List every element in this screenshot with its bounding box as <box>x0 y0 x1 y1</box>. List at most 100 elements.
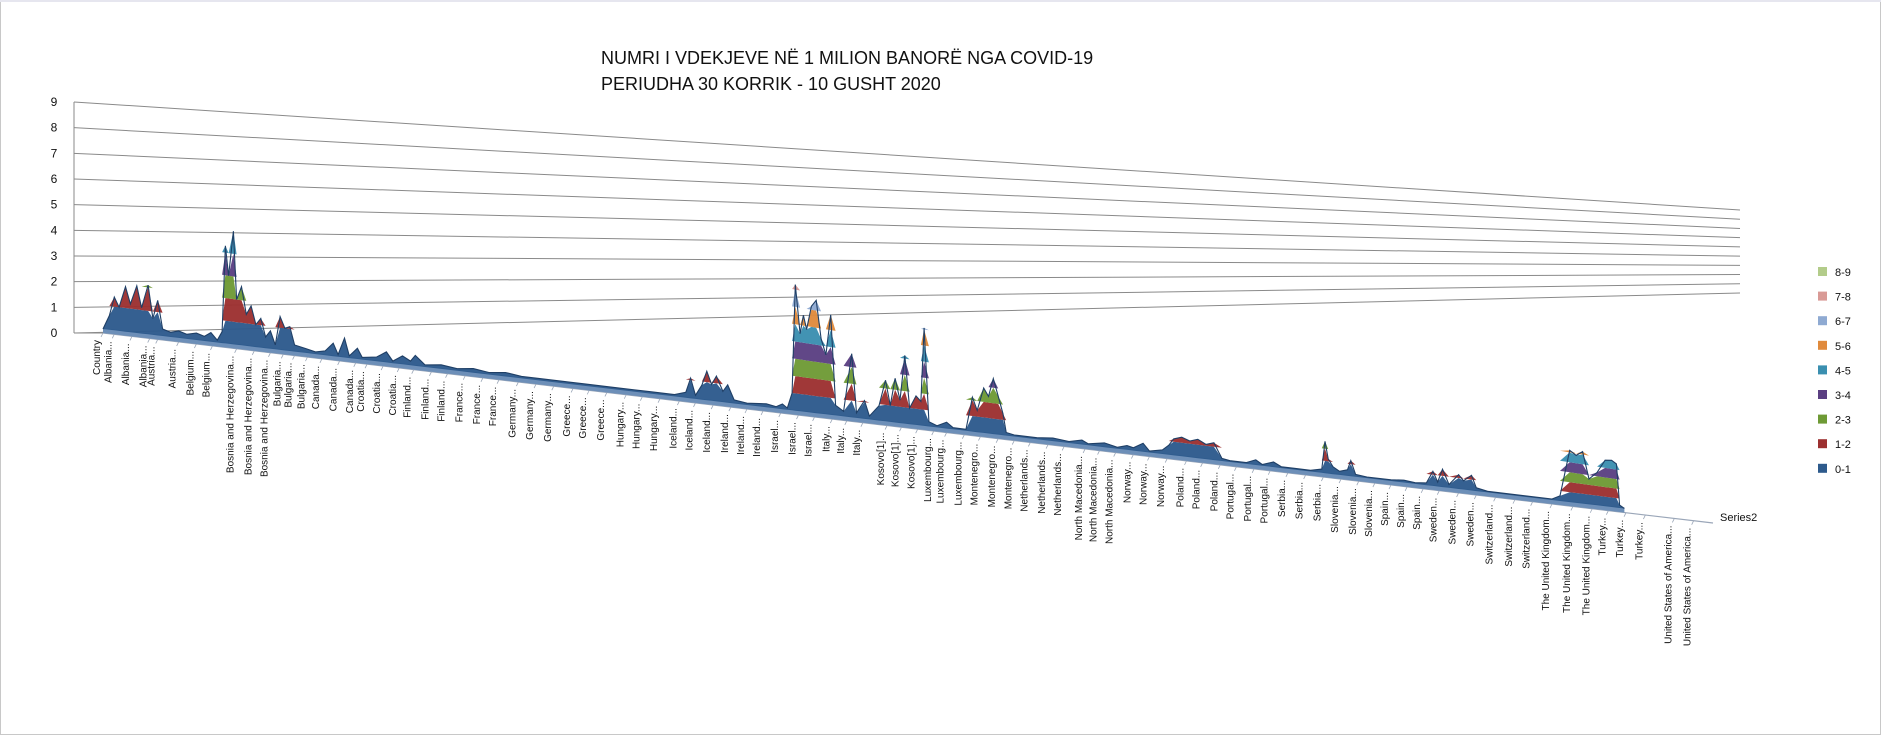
x-tick-label: Germany... <box>507 389 518 438</box>
y-tick-0: 0 <box>51 326 58 340</box>
x-tick-mark <box>429 371 432 376</box>
surface-floor <box>103 328 1625 513</box>
x-tick-label: Portugal... <box>1243 476 1254 522</box>
x-tick-label: France... <box>488 387 499 426</box>
x-tick-label: Canada... <box>345 370 356 413</box>
x-tick-label: Hungary... <box>631 404 642 449</box>
x-tick-label: Greece... <box>562 395 573 436</box>
x-axis-labels: Country Albania... Albania... Albania...Aus… <box>92 332 1695 646</box>
y-tick-3: 3 <box>51 249 58 263</box>
x-tick-mark <box>1388 484 1392 490</box>
x-tick-mark <box>639 396 643 401</box>
x-tick-mark <box>129 336 133 341</box>
x-tick-label: Albania... <box>121 343 132 385</box>
x-tick-mark <box>728 406 732 412</box>
legend-swatch-0-1 <box>1818 463 1827 473</box>
x-tick-mark <box>100 332 104 338</box>
x-tick-label: Ireland... <box>736 416 747 455</box>
x-tick-label: Croatia... <box>388 375 399 416</box>
x-tick-mark <box>915 428 919 434</box>
x-tick-label: Montenegro... <box>969 444 980 506</box>
x-tick-label: Netherlands... <box>1019 449 1030 511</box>
x-tick-mark <box>268 352 271 357</box>
x-tick-mark <box>1251 468 1255 474</box>
x-tick-mark <box>1267 470 1271 475</box>
x-tick-mark <box>944 432 947 437</box>
x-tick-label: Italy... <box>852 430 863 456</box>
x-tick-label: France... <box>454 383 465 422</box>
x-tick-mark <box>1028 442 1031 447</box>
x-tick-mark <box>1113 452 1117 457</box>
x-tick-label: Country <box>92 340 103 375</box>
surface-band-3-4 <box>103 252 1625 481</box>
x-tick-mark <box>111 334 115 339</box>
legend-label-7-8: 7-8 <box>1835 292 1851 304</box>
x-tick-label: Sweden... <box>1448 500 1459 544</box>
gridline-1 <box>73 283 1741 308</box>
x-tick-mark <box>176 341 180 347</box>
legend: 8-9 7-8 6-7 5-6 4-5 3-4 2-3 1-2 0-1 <box>1818 267 1851 476</box>
legend-label-2-3: 2-3 <box>1835 415 1851 427</box>
x-tick-label: Finland... <box>436 381 447 422</box>
x-tick-label: Portugal... <box>1225 474 1236 520</box>
x-tick-mark <box>1082 448 1086 454</box>
x-tick-label: Bulgaria... <box>297 364 308 409</box>
x-tick-label: Bulgaria... <box>284 363 295 408</box>
x-tick-mark <box>251 350 255 356</box>
x-tick-label: Montenegro... <box>987 446 998 508</box>
x-tick-label: Albania... <box>139 346 150 388</box>
legend-label-8-9: 8-9 <box>1835 267 1851 279</box>
x-tick-mark <box>292 355 295 360</box>
x-tick-label: Montenegro... <box>1003 448 1014 510</box>
gridline-2 <box>73 274 1741 283</box>
x-tick-label: Poland... <box>1192 470 1203 509</box>
x-tick-mark <box>778 412 782 418</box>
x-tick-label: North Macedonia... <box>1105 460 1116 545</box>
x-tick-label: Germany... <box>543 393 554 442</box>
x-tick-label: Israel... <box>804 424 815 457</box>
x-tick-label: Luxembourg... <box>923 438 934 502</box>
x-tick-label: Croatia... <box>372 373 383 414</box>
depth-series-label: Series2 <box>1720 512 1757 524</box>
x-tick-mark <box>210 345 213 351</box>
x-tick-label: Netherlands... <box>1037 452 1048 514</box>
x-tick-mark <box>1285 472 1289 478</box>
x-tick-label: Croatia... <box>356 371 367 412</box>
x-tick-mark <box>1420 488 1424 493</box>
surface-ridge <box>102 231 1625 509</box>
legend-swatch-4-5 <box>1818 365 1827 375</box>
x-tick-mark <box>1147 456 1150 461</box>
x-tick-label: Iceland... <box>702 412 713 453</box>
x-tick-label: Bulgaria... <box>272 361 283 406</box>
gridlines <box>73 101 1741 334</box>
x-tick-mark <box>496 379 500 384</box>
x-tick-mark <box>533 383 537 389</box>
x-tick-mark <box>1131 454 1134 459</box>
x-tick-label: Norway... <box>1139 464 1150 506</box>
x-tick-mark <box>411 369 415 374</box>
x-tick-mark <box>551 386 555 391</box>
x-tick-mark <box>364 363 368 369</box>
legend-label-4-5: 4-5 <box>1835 365 1851 377</box>
x-tick-mark <box>657 398 661 403</box>
legend-label-5-6: 5-6 <box>1835 341 1851 353</box>
x-tick-label: Spain... <box>1412 496 1423 530</box>
x-tick-label: United States of America... <box>1683 528 1694 646</box>
x-tick-mark <box>1356 481 1360 486</box>
x-tick-mark <box>319 358 323 364</box>
x-tick-label: Norway... <box>1156 466 1167 508</box>
x-tick-mark <box>1097 450 1100 455</box>
x-tick-mark <box>744 408 748 414</box>
legend-swatch-6-7 <box>1818 316 1827 326</box>
x-tick-label: Germany... <box>525 391 536 440</box>
x-tick-label: Serbia... <box>1277 480 1288 517</box>
x-tick-mark <box>995 438 999 443</box>
x-tick-label: Turkey... <box>1597 518 1608 556</box>
x-tick-label: Serbia... <box>1295 482 1306 519</box>
x-tick-label: Israel... <box>770 420 781 453</box>
y-tick-5: 5 <box>51 198 58 212</box>
x-tick-label: Switzerland... <box>1504 507 1515 567</box>
x-tick-mark <box>1338 478 1342 484</box>
x-tick-mark <box>961 434 965 439</box>
